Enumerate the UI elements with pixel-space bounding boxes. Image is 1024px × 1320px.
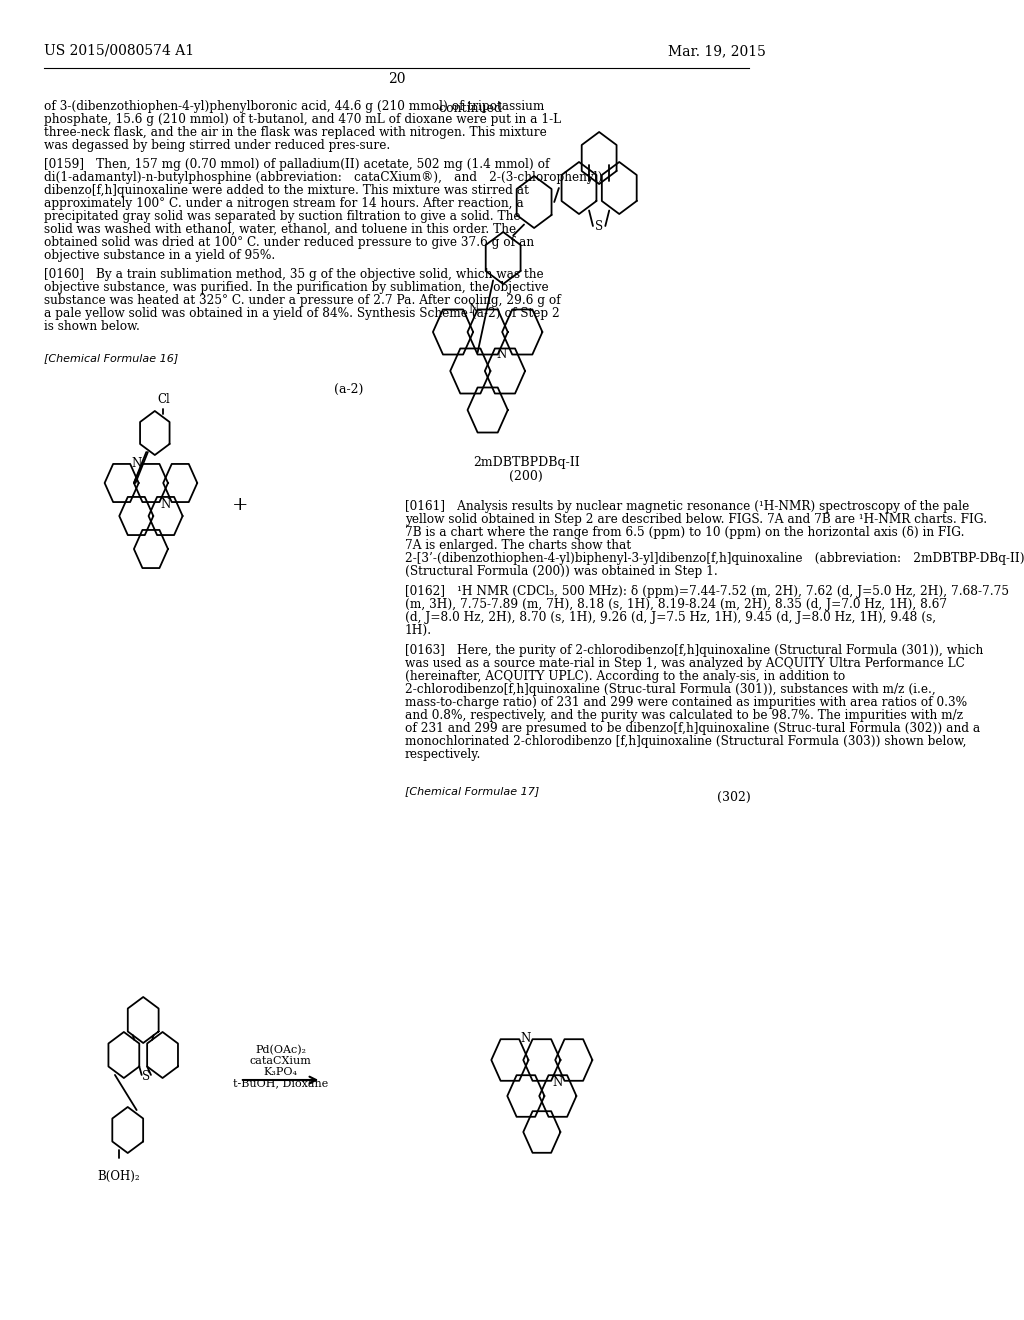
Text: 7B is a chart where the range from 6.5 (ppm) to 10 (ppm) on the horizontal axis : 7B is a chart where the range from 6.5 (… <box>404 525 965 539</box>
Text: respectively.: respectively. <box>404 748 481 762</box>
Text: B(OH)₂: B(OH)₂ <box>97 1170 140 1183</box>
Text: cataCXium: cataCXium <box>250 1056 311 1067</box>
Text: -continued: -continued <box>436 102 503 115</box>
Text: was used as a source mate-rial in Step 1, was analyzed by ACQUITY Ultra Performa: was used as a source mate-rial in Step 1… <box>404 657 965 671</box>
Text: Cl: Cl <box>157 393 170 407</box>
Text: N: N <box>521 1032 531 1044</box>
Text: 2-[3’-(dibenzothiophen-4-yl)biphenyl-3-yl]dibenzo[f,h]quinoxaline (abbreviation:: 2-[3’-(dibenzothiophen-4-yl)biphenyl-3-y… <box>404 552 1024 565</box>
Text: 1H).: 1H). <box>404 624 432 638</box>
Text: [0159] Then, 157 mg (0.70 mmol) of palladium(II) acetate, 502 mg (1.4 mmol) of: [0159] Then, 157 mg (0.70 mmol) of palla… <box>44 158 550 172</box>
Text: three-neck flask, and the air in the flask was replaced with nitrogen. This mixt: three-neck flask, and the air in the fla… <box>44 125 547 139</box>
Text: dibenzo[f,h]quinoxaline were added to the mixture. This mixture was stirred at: dibenzo[f,h]quinoxaline were added to th… <box>44 183 529 197</box>
Text: approximately 100° C. under a nitrogen stream for 14 hours. After reaction, a: approximately 100° C. under a nitrogen s… <box>44 197 524 210</box>
Text: [0162] ¹H NMR (CDCl₃, 500 MHz): δ (ppm)=7.44-7.52 (m, 2H), 7.62 (d, J=5.0 Hz, 2H: [0162] ¹H NMR (CDCl₃, 500 MHz): δ (ppm)=… <box>404 585 1009 598</box>
Text: di(1-adamantyl)-n-butylphosphine (abbreviation: cataCXium®), and 2-(3-chlorophen: di(1-adamantyl)-n-butylphosphine (abbrev… <box>44 172 602 183</box>
Text: obtained solid was dried at 100° C. under reduced pressure to give 37.6 g of an: obtained solid was dried at 100° C. unde… <box>44 236 535 249</box>
Text: S: S <box>595 220 603 234</box>
Text: N: N <box>497 348 507 360</box>
Text: t-BuOH, Dioxane: t-BuOH, Dioxane <box>233 1078 329 1088</box>
Text: S: S <box>142 1071 151 1084</box>
Text: (hereinafter, ACQUITY UPLC). According to the analy-sis, in addition to: (hereinafter, ACQUITY UPLC). According t… <box>404 671 845 682</box>
Text: [0161] Analysis results by nuclear magnetic resonance (¹H-NMR) spectroscopy of t: [0161] Analysis results by nuclear magne… <box>404 500 969 513</box>
Text: 7A is enlarged. The charts show that: 7A is enlarged. The charts show that <box>404 539 631 552</box>
Text: N: N <box>160 498 170 511</box>
Text: [0163] Here, the purity of 2-chlorodibenzo[f,h]quinoxaline (Structural Formula (: [0163] Here, the purity of 2-chlorodiben… <box>404 644 983 657</box>
Text: and 0.8%, respectively, and the purity was calculated to be 98.7%. The impuritie: and 0.8%, respectively, and the purity w… <box>404 709 963 722</box>
Text: +: + <box>231 496 248 513</box>
Text: of 231 and 299 are presumed to be dibenzo[f,h]quinoxaline (Struc-tural Formula (: of 231 and 299 are presumed to be dibenz… <box>404 722 980 735</box>
Text: 20: 20 <box>387 73 406 86</box>
Text: (Structural Formula (200)) was obtained in Step 1.: (Structural Formula (200)) was obtained … <box>404 565 718 578</box>
Text: N: N <box>553 1076 563 1089</box>
Text: US 2015/0080574 A1: US 2015/0080574 A1 <box>44 44 195 58</box>
Text: (200): (200) <box>510 470 544 483</box>
Text: [Chemical Formulae 16]: [Chemical Formulae 16] <box>44 352 178 363</box>
Text: (m, 3H), 7.75-7.89 (m, 7H), 8.18 (s, 1H), 8.19-8.24 (m, 2H), 8.35 (d, J=7.0 Hz, : (m, 3H), 7.75-7.89 (m, 7H), 8.18 (s, 1H)… <box>404 598 947 611</box>
Text: N: N <box>469 304 479 315</box>
Text: 2-chlorodibenzo[f,h]quinoxaline (Struc-tural Formula (301)), substances with m/z: 2-chlorodibenzo[f,h]quinoxaline (Struc-t… <box>404 682 936 696</box>
Text: (d, J=8.0 Hz, 2H), 8.70 (s, 1H), 9.26 (d, J=7.5 Hz, 1H), 9.45 (d, J=8.0 Hz, 1H),: (d, J=8.0 Hz, 2H), 8.70 (s, 1H), 9.26 (d… <box>404 611 936 624</box>
Text: N: N <box>131 458 141 470</box>
Text: (302): (302) <box>717 791 751 804</box>
Text: phosphate, 15.6 g (210 mmol) of t-butanol, and 470 mL of dioxane were put in a 1: phosphate, 15.6 g (210 mmol) of t-butano… <box>44 114 561 125</box>
Text: monochlorinated 2-chlorodibenzo [f,h]quinoxaline (Structural Formula (303)) show: monochlorinated 2-chlorodibenzo [f,h]qui… <box>404 735 967 748</box>
Text: (a-2): (a-2) <box>334 383 364 396</box>
Text: K₃PO₄: K₃PO₄ <box>263 1067 298 1077</box>
Text: is shown below.: is shown below. <box>44 319 140 333</box>
Text: [Chemical Formulae 17]: [Chemical Formulae 17] <box>404 785 539 796</box>
Text: was degassed by being stirred under reduced pres-sure.: was degassed by being stirred under redu… <box>44 139 390 152</box>
Text: Pd(OAc)₂: Pd(OAc)₂ <box>255 1045 306 1055</box>
Text: 2mDBTBPDBq-II: 2mDBTBPDBq-II <box>473 455 580 469</box>
Text: solid was washed with ethanol, water, ethanol, and toluene in this order. The: solid was washed with ethanol, water, et… <box>44 223 516 236</box>
Text: of 3-(dibenzothiophen-4-yl)phenylboronic acid, 44.6 g (210 mmol) of tripotassium: of 3-(dibenzothiophen-4-yl)phenylboronic… <box>44 100 545 114</box>
Text: Mar. 19, 2015: Mar. 19, 2015 <box>669 44 766 58</box>
Text: yellow solid obtained in Step 2 are described below. FIGS. 7A and 7B are ¹H-NMR : yellow solid obtained in Step 2 are desc… <box>404 513 987 525</box>
Text: mass-to-charge ratio) of 231 and 299 were contained as impurities with area rati: mass-to-charge ratio) of 231 and 299 wer… <box>404 696 967 709</box>
Text: a pale yellow solid was obtained in a yield of 84%. Synthesis Scheme (a-2) of St: a pale yellow solid was obtained in a yi… <box>44 308 560 319</box>
Text: precipitated gray solid was separated by suction filtration to give a solid. The: precipitated gray solid was separated by… <box>44 210 520 223</box>
Text: objective substance, was purified. In the purification by sublimation, the objec: objective substance, was purified. In th… <box>44 281 549 294</box>
Text: substance was heated at 325° C. under a pressure of 2.7 Pa. After cooling, 29.6 : substance was heated at 325° C. under a … <box>44 294 561 308</box>
Text: [0160] By a train sublimation method, 35 g of the objective solid, which was the: [0160] By a train sublimation method, 35… <box>44 268 544 281</box>
Text: objective substance in a yield of 95%.: objective substance in a yield of 95%. <box>44 249 275 261</box>
